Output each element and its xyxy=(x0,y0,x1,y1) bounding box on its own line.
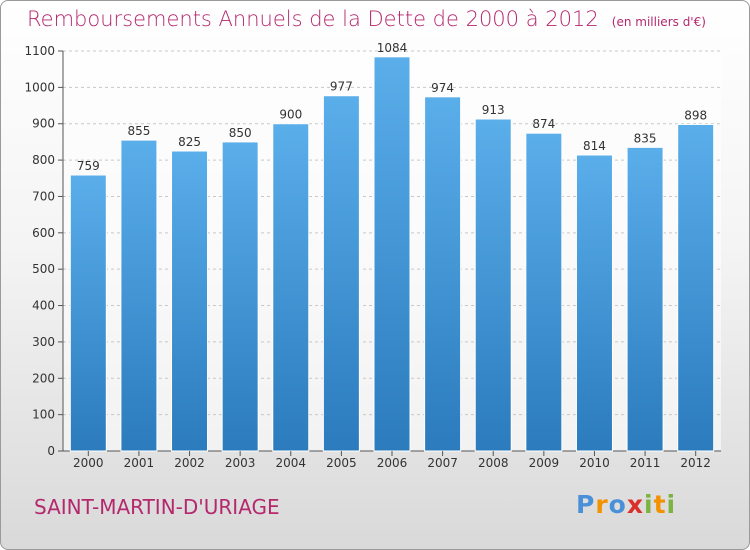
x-tick-label: 2001 xyxy=(124,456,155,470)
bar xyxy=(272,123,310,452)
bar xyxy=(171,150,209,452)
y-tick-label: 800 xyxy=(32,153,55,167)
data-label: 874 xyxy=(532,117,555,131)
data-label: 759 xyxy=(77,159,100,173)
x-tick-label: 2011 xyxy=(630,456,661,470)
y-tick-label: 1100 xyxy=(24,44,55,58)
y-tick-label: 300 xyxy=(32,335,55,349)
chart-title: Remboursements Annuels de la Dette de 20… xyxy=(27,7,706,31)
x-tick-label: 2009 xyxy=(529,456,560,470)
bar xyxy=(322,95,360,452)
data-label: 850 xyxy=(229,126,252,140)
data-label: 825 xyxy=(178,135,201,149)
bar xyxy=(575,154,613,452)
commune-name: SAINT-MARTIN-D'URIAGE xyxy=(34,495,280,519)
bar xyxy=(677,123,715,452)
y-tick-label: 900 xyxy=(32,117,55,131)
data-label: 1084 xyxy=(377,41,408,55)
proxiti-logo: Proxiti xyxy=(576,490,677,519)
bar xyxy=(626,146,664,452)
data-label: 913 xyxy=(482,103,505,117)
data-label: 814 xyxy=(583,139,606,153)
data-label: 898 xyxy=(684,108,707,122)
y-tick-label: 600 xyxy=(32,226,55,240)
bar xyxy=(474,118,512,452)
data-label: 855 xyxy=(127,124,150,138)
y-tick-label: 400 xyxy=(32,299,55,313)
chart-unit: (en milliers d'€) xyxy=(611,15,706,29)
data-label: 974 xyxy=(431,81,454,95)
y-tick-label: 500 xyxy=(32,262,55,276)
x-tick-label: 2006 xyxy=(377,456,408,470)
data-label: 835 xyxy=(634,131,657,145)
data-label: 900 xyxy=(279,108,302,122)
bar xyxy=(424,96,462,452)
bar xyxy=(221,141,259,452)
y-tick-label: 100 xyxy=(32,408,55,422)
x-tick-label: 2005 xyxy=(326,456,357,470)
bar xyxy=(525,132,563,452)
bar xyxy=(69,174,107,452)
x-tick-label: 2010 xyxy=(579,456,610,470)
x-tick-label: 2004 xyxy=(275,456,306,470)
y-tick-label: 0 xyxy=(47,444,55,458)
bar xyxy=(120,139,158,452)
bar xyxy=(373,56,411,452)
data-label: 977 xyxy=(330,80,353,94)
chart-title-text: Remboursements Annuels de la Dette de 20… xyxy=(27,7,599,31)
y-tick-label: 200 xyxy=(32,371,55,385)
x-tick-label: 2000 xyxy=(73,456,104,470)
x-tick-label: 2007 xyxy=(427,456,458,470)
x-tick-label: 2002 xyxy=(174,456,205,470)
x-tick-label: 2003 xyxy=(225,456,256,470)
x-tick-label: 2008 xyxy=(478,456,509,470)
y-tick-label: 1000 xyxy=(24,80,55,94)
x-tick-label: 2012 xyxy=(680,456,711,470)
y-tick-label: 700 xyxy=(32,189,55,203)
